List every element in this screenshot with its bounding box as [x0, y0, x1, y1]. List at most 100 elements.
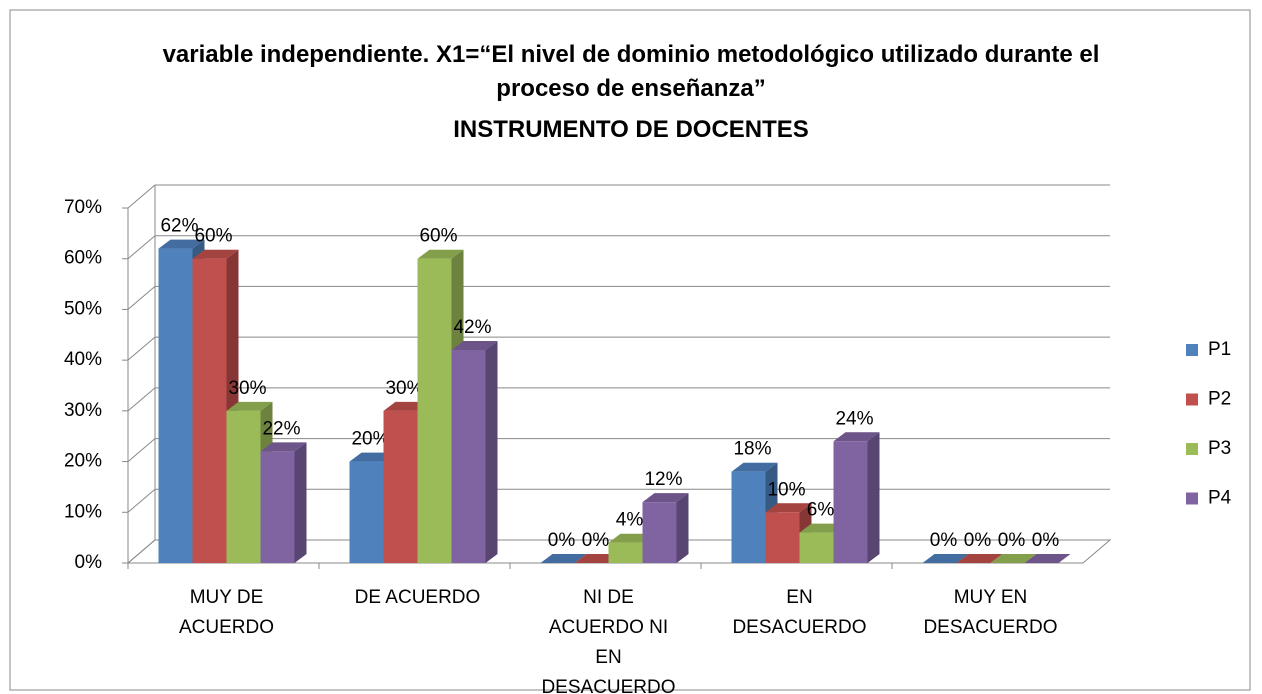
data-label: 62% [160, 216, 198, 237]
y-tick-label: 30% [64, 400, 102, 421]
legend-label: P2 [1208, 389, 1231, 410]
legend-label: P4 [1208, 488, 1232, 509]
bar-top [956, 554, 1003, 563]
bar [765, 512, 800, 563]
bar-top [731, 462, 778, 472]
data-label: 30% [385, 378, 423, 399]
bar-top-shade [765, 503, 812, 513]
legend-swatch [1186, 393, 1198, 406]
data-label: 0% [998, 530, 1026, 551]
bar-top [540, 554, 587, 563]
bar-top-shade [956, 554, 1003, 563]
x-tick-label: DE ACUERDO [354, 587, 481, 608]
bar-top [765, 503, 812, 513]
legend-swatch [1186, 443, 1198, 455]
grid-line-side [127, 438, 156, 462]
grid-line-side [127, 539, 156, 564]
bar-top-shade [417, 249, 464, 259]
bar-top [417, 249, 464, 259]
bar-top-shade [451, 341, 498, 350]
bar [226, 410, 261, 563]
data-label: 22% [262, 418, 300, 439]
bar-top [642, 493, 689, 503]
y-tick-label: 20% [64, 451, 102, 472]
y-tick-label: 70% [64, 197, 102, 218]
x-tick-label: MUY DE ACUERDO [178, 587, 274, 638]
data-label: 0% [582, 530, 610, 551]
data-label: 0% [548, 530, 576, 551]
y-tick-label: 10% [64, 501, 102, 522]
bar-top-shade [731, 462, 778, 472]
y-tick-label: 50% [64, 298, 102, 319]
bar [383, 410, 418, 563]
bar [833, 441, 868, 563]
chart-title: variable independiente. X1=“El nivel de … [162, 41, 1100, 102]
legend-label: P1 [1208, 339, 1231, 360]
bar [158, 248, 193, 564]
bar [799, 532, 834, 563]
y-tick-label: 60% [64, 248, 102, 269]
legend-label: P3 [1208, 438, 1231, 459]
bar-top-shade [540, 554, 587, 563]
bar-side-shade [867, 432, 880, 563]
bar-top-shade [833, 432, 880, 442]
data-label: 24% [835, 408, 873, 429]
bar-top-shade [226, 401, 273, 411]
data-label: 0% [1032, 530, 1060, 551]
grid-line-side [127, 387, 156, 412]
bar [451, 350, 486, 563]
bar-top [990, 554, 1037, 563]
legend-swatch [1186, 492, 1198, 505]
bar-top [1024, 554, 1071, 563]
grid-line-side [127, 336, 156, 361]
bar-top-shade [158, 239, 205, 249]
bar-top [922, 554, 969, 563]
data-label: 60% [194, 226, 232, 247]
bar [192, 258, 227, 563]
bar-top [451, 341, 498, 350]
x-tick-label: MUY EN DESACUERDO [923, 587, 1058, 638]
bar-side-shade [676, 493, 689, 563]
data-label: 0% [964, 530, 992, 551]
data-label: 30% [228, 378, 266, 399]
bar-top [260, 442, 307, 452]
data-label: 0% [930, 530, 958, 551]
data-label: 18% [733, 439, 771, 460]
bar [642, 502, 677, 563]
bar-top [192, 249, 239, 259]
bar-top [158, 239, 205, 249]
grid-line-side [127, 235, 156, 260]
bar-side [676, 493, 689, 563]
bar-top-shade [922, 554, 969, 563]
bar-top-shade [260, 442, 307, 452]
x-tick-label: NI DE ACUERDO NI EN DESACUERDO [541, 587, 676, 694]
bar-side-shade [485, 341, 498, 563]
data-label: 4% [616, 510, 644, 531]
y-tick-label: 40% [64, 349, 102, 370]
grid-line-side [127, 488, 156, 513]
bar [417, 258, 452, 563]
grid-line-side [127, 184, 156, 209]
bar-side-shade [294, 442, 307, 563]
chart-subtitle: INSTRUMENTO DE DOCENTES [453, 116, 809, 143]
bar [260, 451, 295, 563]
bar-top-shade [1024, 554, 1071, 563]
data-label: 20% [351, 429, 389, 450]
y-tick-label: 0% [75, 552, 103, 573]
grid-line-side [127, 286, 156, 310]
bar-top [833, 432, 880, 442]
bar [349, 461, 384, 563]
x-tick-label: EN DESACUERDO [732, 587, 867, 638]
data-label: 6% [807, 500, 835, 521]
data-label: 12% [644, 469, 682, 490]
data-label: 10% [767, 479, 805, 500]
data-label: 60% [419, 226, 457, 247]
bar-top [226, 401, 273, 411]
bar-side [294, 442, 307, 563]
bar-top-shade [642, 493, 689, 503]
bar [608, 542, 643, 563]
data-label: 42% [453, 317, 491, 338]
bar-top-shade [192, 249, 239, 259]
